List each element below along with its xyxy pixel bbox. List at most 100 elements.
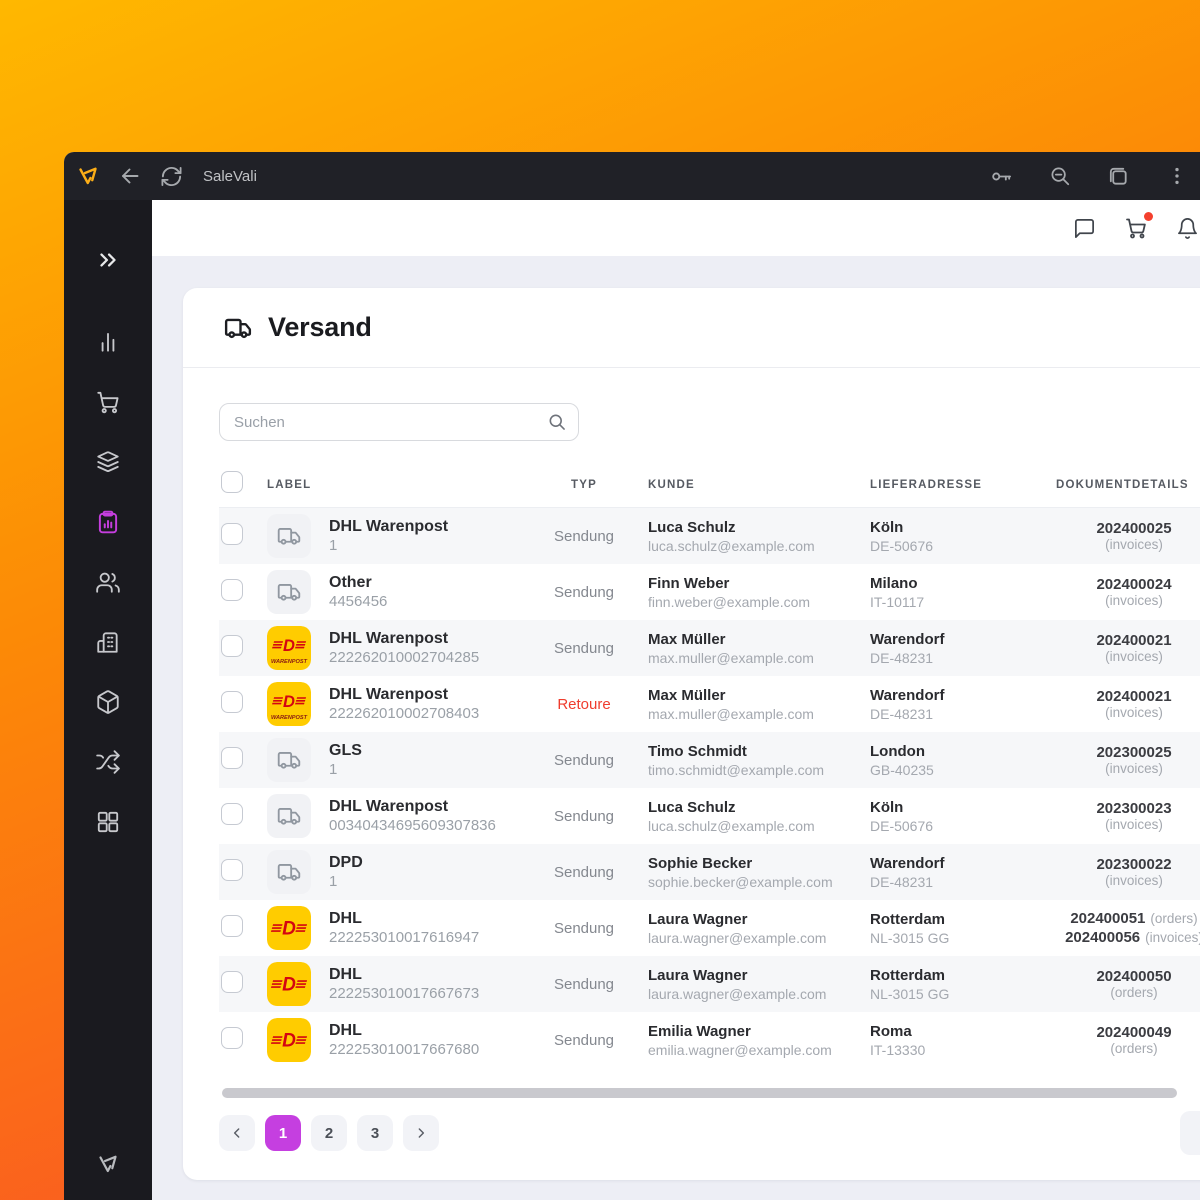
customer-email: timo.schmidt@example.com [648,761,825,778]
table-row[interactable]: D DHL 222253010017667680 Sendung Emilia … [219,1012,1200,1068]
table-row[interactable]: DPD 1 Sendung Sophie Becker sophie.becke… [219,844,1200,900]
row-checkbox-cell [219,914,267,942]
svg-text:D: D [283,637,295,655]
customer-cell: Max Müller max.muller@example.com [648,631,870,666]
sidebar-item-products[interactable] [95,689,121,715]
customer-email: laura.wagner@example.com [648,985,827,1002]
document-details-cell: 202300022 (invoices) [1096,856,1172,888]
svg-text:WARENPOST: WARENPOST [271,659,308,665]
row-checkbox[interactable] [221,1026,243,1049]
shipment-type: Sendung [553,863,615,881]
page-button-1[interactable]: 1 [265,1115,301,1151]
customer-name: Max Müller [648,630,726,648]
sidebar-expand-icon[interactable] [95,247,121,273]
page-button-3[interactable]: 3 [357,1115,393,1151]
label-cell: DHL Warenpost 1 [267,514,520,558]
address-code: IT-13330 [870,1041,926,1058]
row-checkbox[interactable] [221,690,243,713]
sidebar-item-catalog[interactable] [95,449,121,475]
sidebar-item-transfers[interactable] [95,749,121,775]
table-row[interactable]: GLS 1 Sendung Timo Schmidt timo.schmidt@… [219,732,1200,788]
table-row[interactable]: D WARENPOST DHL Warenpost 22226201000270… [219,620,1200,676]
address-code: DE-48231 [870,649,934,666]
customer-cell: Finn Weber finn.weber@example.com [648,575,870,610]
customer-name: Luca Schulz [648,798,736,816]
key-icon[interactable] [990,165,1013,188]
chat-icon[interactable] [1073,217,1096,240]
row-checkbox[interactable] [221,522,243,545]
select-all-checkbox[interactable] [221,471,243,493]
table-row[interactable]: Other 4456456 Sendung Finn Weber finn.we… [219,564,1200,620]
address-code: IT-10117 [870,593,925,610]
sidebar-item-customers[interactable] [95,569,121,595]
address-city: Milano [870,574,918,592]
column-header-dokumentdetails[interactable]: DOKUMENTDETAILS [1056,478,1189,491]
row-checkbox[interactable] [221,634,243,657]
address-code: DE-50676 [870,537,934,554]
column-header-typ[interactable]: TYP [571,478,597,491]
back-icon[interactable] [118,164,142,188]
row-checkbox[interactable] [221,914,243,937]
address-city: Roma [870,1022,912,1040]
carrier-name: DHL [329,966,362,983]
customer-cell: Laura Wagner laura.wagner@example.com [648,967,870,1002]
menu-dots-icon[interactable] [1166,165,1188,187]
column-header-label[interactable]: LABEL [267,478,312,491]
brand-logo-icon [96,1152,120,1176]
search-input[interactable] [219,403,579,441]
address-cell: Köln DE-50676 [870,519,1056,554]
cart-icon[interactable] [1124,212,1153,240]
table-row[interactable]: D DHL 222253010017616947 Sendung Laura W… [219,900,1200,956]
browser-window: SaleVali [64,152,1200,1200]
customer-cell: Timo Schmidt timo.schmidt@example.com [648,743,870,778]
zoom-out-icon[interactable] [1049,165,1071,187]
shipment-type: Sendung [553,583,615,601]
address-cell: Milano IT-10117 [870,575,1056,610]
label-cell: Other 4456456 [267,570,520,614]
sidebar-item-orders[interactable] [95,389,121,415]
shipment-type: Sendung [553,1031,615,1049]
customer-cell: Luca Schulz luca.schulz@example.com [648,799,870,834]
tracking-number: 222253010017667673 [329,985,480,1002]
card-header: Versand [183,288,1200,368]
svg-text:WARENPOST: WARENPOST [271,715,308,721]
search-icon [547,412,567,432]
customer-cell: Laura Wagner laura.wagner@example.com [648,911,870,946]
row-checkbox[interactable] [221,970,243,993]
table-row[interactable]: DHL Warenpost 1 Sendung Luca Schulz luca… [219,508,1200,564]
extension-icon[interactable] [1107,165,1130,188]
sidebar-item-shipping-reports[interactable] [95,509,121,535]
page-tab-title: SaleVali [203,167,257,185]
horizontal-scrollbar[interactable] [222,1088,1177,1098]
page-button-2[interactable]: 2 [311,1115,347,1151]
carrier-name: DHL Warenpost [329,630,449,647]
page-size-button[interactable]: 1 [1180,1111,1200,1155]
table-row[interactable]: D DHL 222253010017667673 Sendung Laura W… [219,956,1200,1012]
row-checkbox[interactable] [221,802,243,825]
sidebar-item-company[interactable] [95,629,121,655]
column-header-lieferadresse[interactable]: LIEFERADRESSE [870,478,983,491]
reload-icon[interactable] [160,165,183,188]
column-header-kunde[interactable]: KUNDE [648,478,695,491]
carrier-name: GLS [329,742,362,759]
row-checkbox[interactable] [221,746,243,769]
carrier-logo-icon [267,514,311,558]
carrier-name: DHL Warenpost [329,686,449,703]
row-checkbox[interactable] [221,578,243,601]
sidebar-item-analytics[interactable] [95,329,121,355]
next-page-button[interactable] [403,1115,439,1151]
label-cell: D WARENPOST DHL Warenpost 22226201000270… [267,682,520,726]
carrier-logo-icon [267,738,311,782]
customer-email: sophie.becker@example.com [648,873,833,890]
customer-email: max.muller@example.com [648,705,814,722]
sidebar-item-apps[interactable] [95,809,121,835]
prev-page-button[interactable] [219,1115,255,1151]
address-code: GB-40235 [870,761,934,778]
label-cell: D WARENPOST DHL Warenpost 22226201000270… [267,626,520,670]
notifications-bell-icon[interactable] [1176,217,1199,240]
table-row[interactable]: DHL Warenpost 00340434695609307836 Sendu… [219,788,1200,844]
shipment-type: Sendung [553,919,615,937]
table-row[interactable]: D WARENPOST DHL Warenpost 22226201000270… [219,676,1200,732]
row-checkbox[interactable] [221,858,243,881]
address-code: DE-48231 [870,705,934,722]
